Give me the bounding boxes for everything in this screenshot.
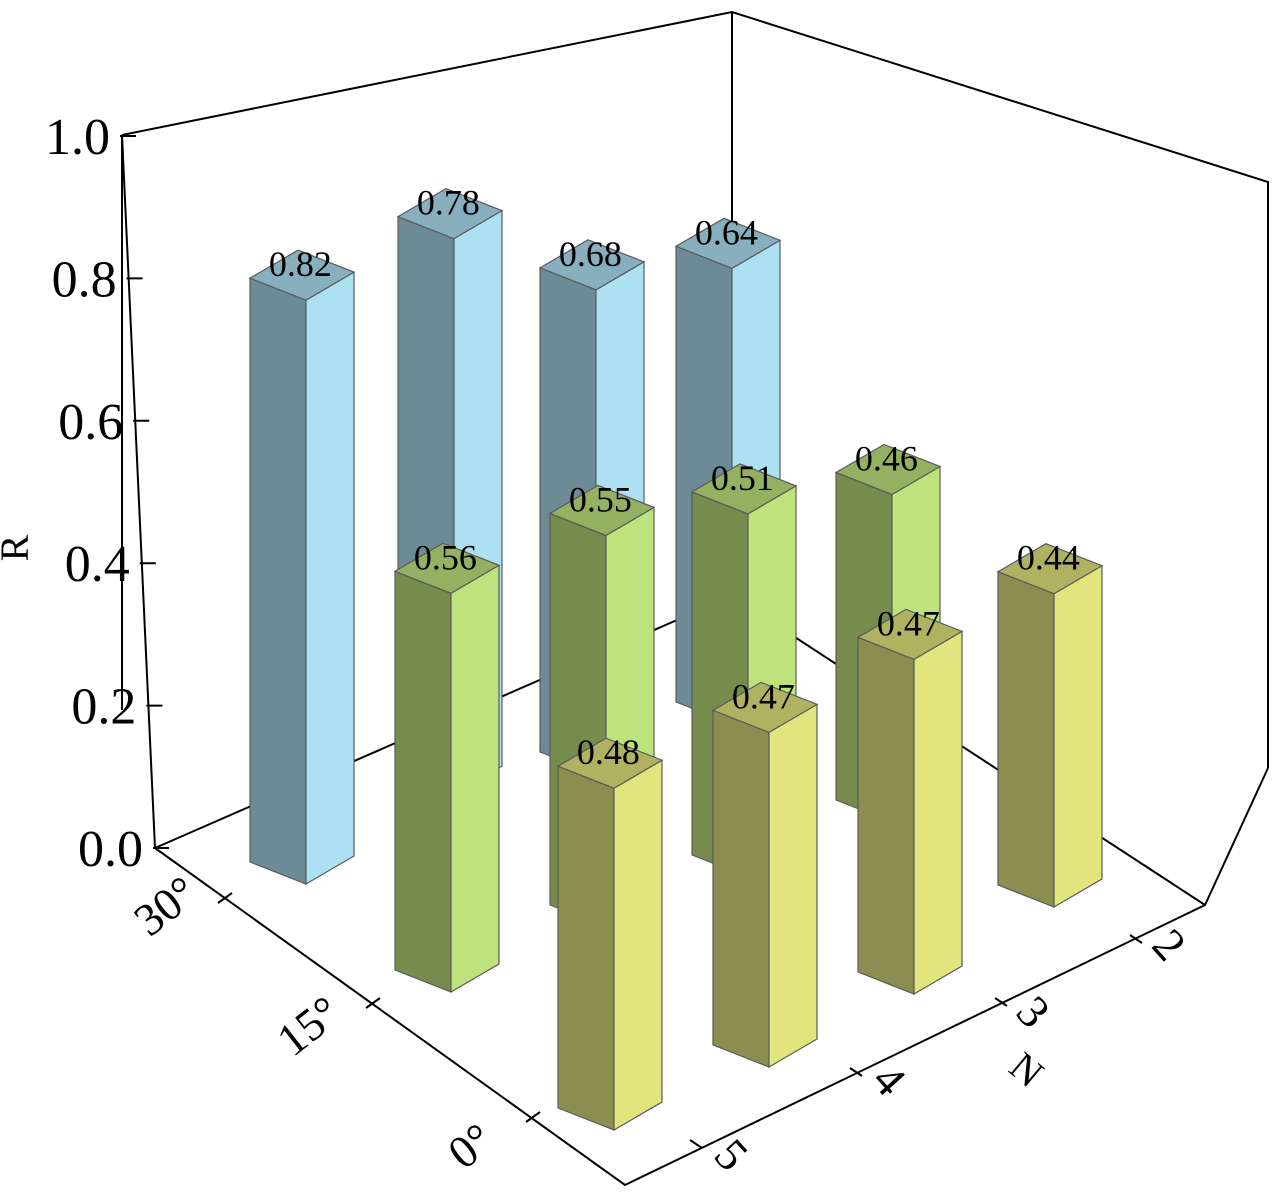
bar-right-face xyxy=(913,630,963,996)
bar-top-face xyxy=(548,484,656,537)
series-tick-label: 0° xyxy=(438,1113,502,1179)
bar-right-face xyxy=(613,759,663,1132)
bar-top-face xyxy=(248,249,356,301)
bar-value-label: 0.55 xyxy=(569,479,632,519)
bar-top-face xyxy=(674,217,782,269)
bar-left-face xyxy=(997,570,1055,908)
bar xyxy=(996,543,1104,909)
bars xyxy=(248,187,1104,1132)
bar-top-face xyxy=(996,543,1104,595)
category-tick-label: 4 xyxy=(863,1054,916,1105)
bar-value-label: 0.56 xyxy=(414,537,477,577)
bar-value-label: 0.64 xyxy=(695,212,758,252)
bar-value-label: 0.44 xyxy=(1017,538,1080,578)
bar xyxy=(856,608,964,996)
bar-value-label: 0.51 xyxy=(711,458,774,498)
bar-top-face xyxy=(856,608,964,661)
series-tick xyxy=(217,892,233,904)
series-tick xyxy=(365,997,381,1009)
bar-top-face xyxy=(396,187,504,240)
category-tick xyxy=(1129,934,1143,944)
bar xyxy=(248,249,356,886)
y-tick-label: 1.0 xyxy=(45,109,110,166)
bar xyxy=(711,681,819,1069)
bar xyxy=(556,737,664,1132)
bar-value-label: 0.68 xyxy=(559,234,622,274)
category-tick xyxy=(689,1139,703,1149)
y-axis-title: R xyxy=(0,534,37,561)
bar-value-label: 0.82 xyxy=(269,244,332,284)
category-tick xyxy=(994,997,1008,1007)
y-tick-label: 0.4 xyxy=(65,536,130,593)
y-tick-label: 0.8 xyxy=(52,251,117,308)
bar-value-label: 0.78 xyxy=(417,183,480,223)
bar-top-face xyxy=(834,443,942,496)
category-tick-label: 2 xyxy=(1143,919,1196,970)
bar-left-face xyxy=(712,709,770,1068)
category-tick xyxy=(849,1067,863,1077)
y-tick-label: 0.2 xyxy=(71,679,136,736)
bar-top-face xyxy=(556,737,664,789)
y-tick-label: 0.6 xyxy=(58,394,123,451)
bar-top-face xyxy=(393,542,501,594)
x-axis-title: N xyxy=(1001,1043,1052,1096)
bar-left-face xyxy=(857,636,915,995)
bar-right-face xyxy=(450,564,500,994)
category-tick-label: 3 xyxy=(1007,986,1060,1037)
bar xyxy=(393,542,501,994)
y-tick-label: 0.0 xyxy=(78,821,143,878)
bar-left-face xyxy=(249,277,307,885)
bar-top-face xyxy=(690,463,798,515)
series-tick-label: 15° xyxy=(267,986,349,1066)
bar-value-label: 0.48 xyxy=(577,732,640,772)
series-tick xyxy=(525,1111,541,1123)
bar-top-face xyxy=(538,239,646,291)
bar-value-label: 0.47 xyxy=(877,603,940,643)
bar-left-face xyxy=(394,570,452,993)
bar-value-label: 0.47 xyxy=(732,676,795,716)
bar-right-face xyxy=(305,271,355,886)
bar-value-label: 0.46 xyxy=(855,438,918,478)
bar-right-face xyxy=(768,703,818,1069)
labels: 0.64 0.68 0.78 0.82 0.46 0.51 0.55 0.56 0.44 0.47… xyxy=(269,183,1080,773)
bar-left-face xyxy=(557,765,615,1131)
bar-top-face xyxy=(711,681,819,734)
bar-right-face xyxy=(1053,564,1103,909)
category-tick-label: 5 xyxy=(705,1129,758,1180)
